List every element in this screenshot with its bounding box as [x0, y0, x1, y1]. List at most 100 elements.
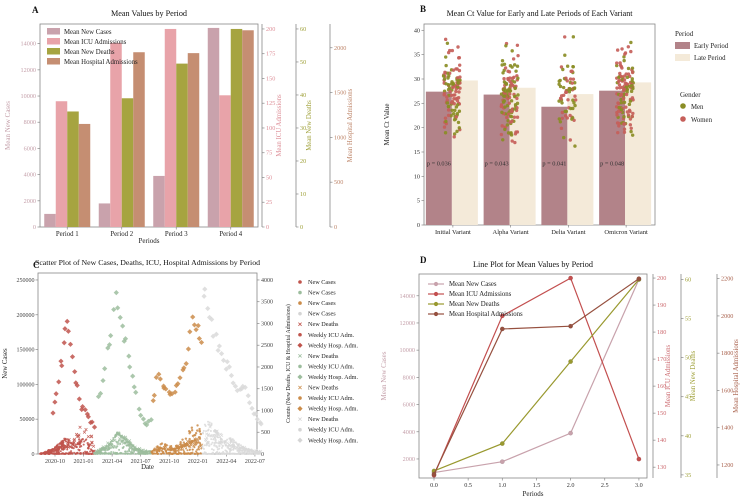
scatter-point — [100, 377, 106, 384]
strip-point — [628, 99, 633, 103]
x-tick-label: Delta Variant — [551, 229, 586, 236]
strip-point — [456, 81, 460, 85]
strip-point — [572, 86, 576, 91]
strip-point — [570, 69, 574, 73]
scatter-point — [214, 438, 217, 442]
strip-point — [446, 50, 451, 55]
scatter-point — [59, 442, 62, 445]
strip-point — [571, 35, 576, 39]
scatter-point — [64, 318, 70, 324]
scatter-point — [73, 451, 76, 454]
y-tick-label: 45 — [685, 394, 691, 401]
legend-dot — [680, 103, 686, 109]
scatter-point — [234, 441, 237, 444]
scatter-point — [215, 445, 218, 448]
strip-point — [568, 77, 573, 81]
bar-mean-new-cases — [153, 175, 165, 227]
strip-point — [502, 76, 506, 81]
bar-mean-icu-admissions — [164, 28, 177, 228]
scatter-point — [198, 427, 201, 431]
scatter-point — [173, 450, 176, 453]
strip-point — [449, 101, 454, 105]
line-marker — [499, 459, 505, 465]
scatter-point — [202, 286, 208, 292]
strip-point — [618, 93, 623, 98]
y-tick-label: 0 — [417, 222, 420, 229]
y-tick-label: 500 — [261, 430, 270, 436]
scatter-point — [88, 452, 91, 455]
strip-point — [506, 131, 511, 135]
strip-point — [452, 102, 456, 106]
scatter-point — [177, 451, 180, 454]
scatter-point — [211, 441, 214, 444]
strip-point — [560, 110, 565, 115]
scatter-point — [247, 447, 250, 451]
scatter-point — [225, 449, 228, 452]
y-tick-label: 4000 — [24, 172, 36, 179]
scatter-point — [210, 448, 213, 451]
strip-point — [559, 65, 564, 69]
y-axis-label: Mean Ct Value — [383, 104, 391, 146]
strip-point — [443, 116, 448, 120]
scatter-point — [198, 436, 201, 439]
x-tick-label: Omicron Variant — [604, 229, 648, 236]
strip-point — [559, 97, 563, 101]
x-tick-label: Period 3 — [165, 231, 188, 238]
y-tick-label: 40 — [300, 92, 306, 99]
strip-point — [630, 114, 634, 119]
scatter-point — [180, 444, 184, 447]
scatter-point — [115, 433, 118, 436]
strip-point — [630, 83, 634, 88]
scatter-point — [212, 452, 215, 455]
scatter-point — [118, 448, 121, 451]
scatter-point — [187, 452, 190, 455]
plot-frame — [37, 272, 258, 455]
y-tick-label: 1200 — [721, 462, 733, 469]
scatter-point — [127, 444, 130, 447]
scatter-point — [190, 429, 194, 432]
strip-point — [565, 116, 569, 120]
scatter-point — [228, 372, 235, 379]
scatter-point — [207, 428, 210, 431]
scatter-point — [53, 391, 59, 397]
legend-marker — [298, 427, 302, 432]
scatter-point — [196, 429, 199, 432]
scatter-point — [230, 380, 236, 386]
y-tick-label: 14000 — [21, 41, 36, 48]
scatter-point — [115, 446, 118, 449]
scatter-point — [127, 439, 132, 443]
legend-label: Late Period — [694, 55, 726, 62]
scatter-point — [74, 382, 80, 388]
scatter-point — [239, 444, 242, 447]
strip-point — [500, 59, 505, 63]
scatter-point — [185, 443, 189, 448]
bar-mean-hospital-admissions — [187, 53, 200, 227]
strip-point — [510, 65, 514, 69]
strip-point — [509, 99, 514, 103]
strip-point — [454, 67, 458, 71]
x-tick-label: 2021-10 — [159, 459, 179, 465]
scatter-point — [84, 450, 87, 453]
strip-point — [442, 91, 447, 96]
y-tick-label: 2000 — [721, 313, 733, 320]
scatter-point — [79, 444, 83, 448]
strip-point — [442, 125, 447, 129]
scatter-point — [241, 446, 245, 450]
scatter-point — [118, 452, 121, 455]
strip-point — [512, 63, 517, 67]
y-tick-label: 0 — [32, 452, 35, 458]
scatter-point — [89, 450, 92, 453]
strip-point — [558, 78, 562, 83]
scatter-point — [218, 452, 221, 455]
scatter-point — [61, 441, 64, 444]
scatter-point — [236, 452, 239, 455]
line-marker — [568, 430, 574, 436]
scatter-point — [117, 433, 120, 436]
strip-point — [629, 129, 633, 134]
scatter-point — [204, 438, 208, 443]
y-tick-label: 25 — [414, 100, 420, 107]
scatter-point — [119, 442, 122, 445]
strip-point — [443, 37, 448, 42]
strip-point — [630, 96, 635, 100]
